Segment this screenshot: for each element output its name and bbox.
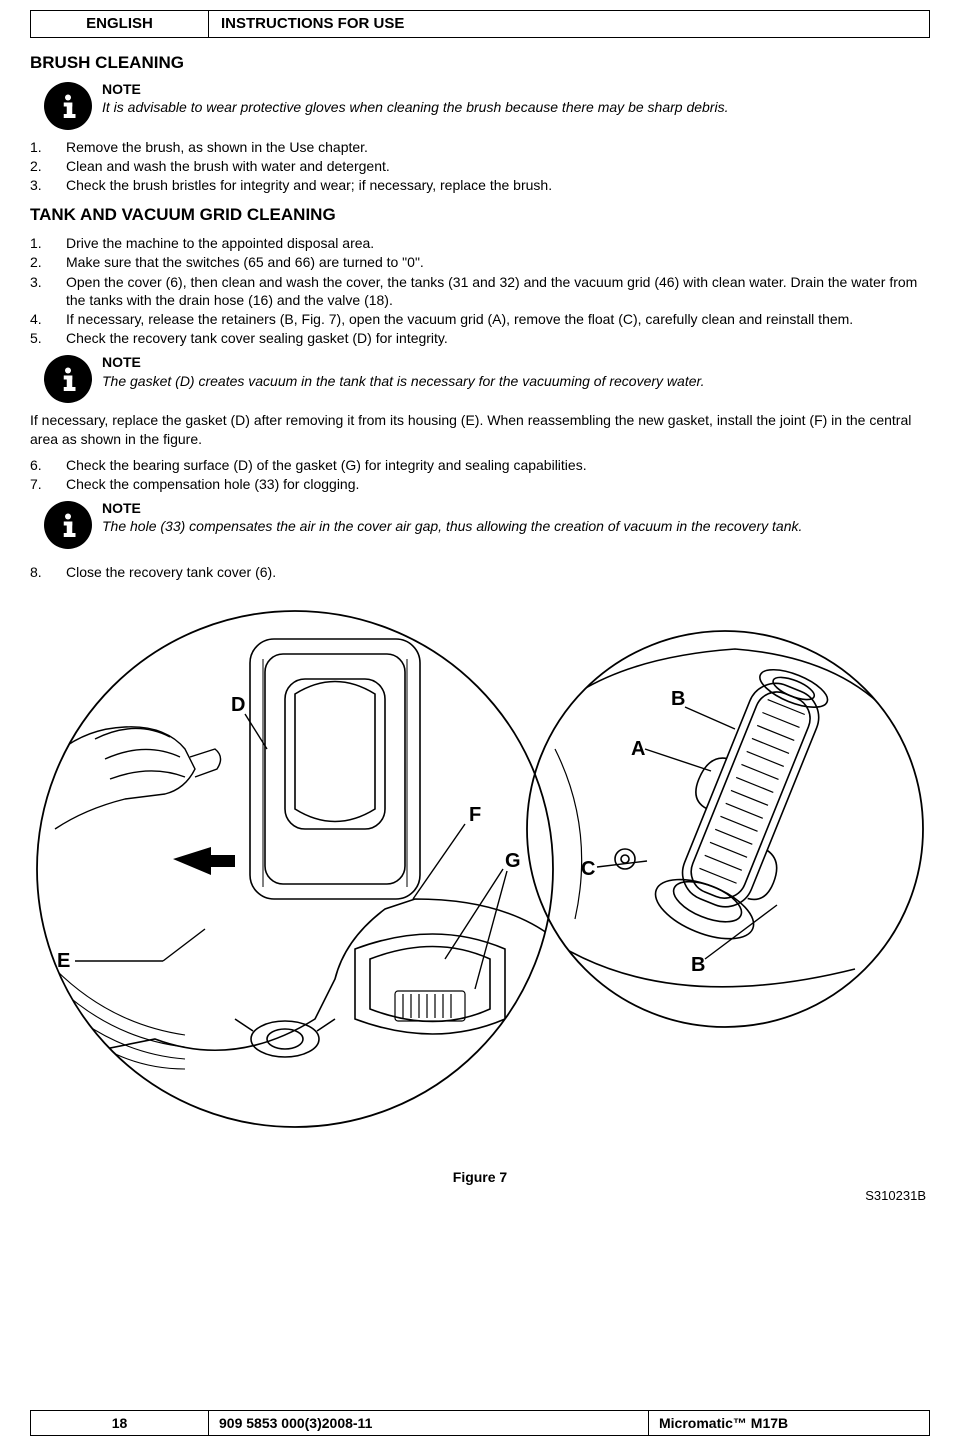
tank-cleaning-steps-a: 1.Drive the machine to the appointed dis…: [30, 234, 930, 347]
list-item: 2.Clean and wash the brush with water an…: [30, 157, 930, 175]
page-footer: 18 909 5853 000(3)2008-11 Micromatic™ M1…: [30, 1410, 930, 1436]
note-label: NOTE: [102, 80, 728, 98]
figure-label-A: A: [631, 738, 645, 760]
figure-label-G: G: [505, 850, 521, 872]
info-icon: [44, 355, 92, 403]
page-header: ENGLISH INSTRUCTIONS FOR USE: [30, 10, 930, 38]
section-tank-cleaning-heading: TANK AND VACUUM GRID CLEANING: [30, 204, 930, 226]
figure-label-B: B: [671, 688, 685, 710]
note-label: NOTE: [102, 499, 802, 517]
figure-diagram: D E F G A B C B: [35, 599, 925, 1159]
figure-label-C: C: [581, 858, 595, 880]
note-body: The hole (33) compensates the air in the…: [102, 517, 802, 535]
list-item: 8.Close the recovery tank cover (6).: [30, 563, 930, 581]
figure-label-F: F: [469, 804, 481, 826]
note-block-1: NOTE It is advisable to wear protective …: [30, 80, 930, 130]
list-item: 5.Check the recovery tank cover sealing …: [30, 329, 930, 347]
footer-page: 18: [31, 1411, 209, 1435]
tank-cleaning-steps-b: 6.Check the bearing surface (D) of the g…: [30, 456, 930, 493]
list-item: 2.Make sure that the switches (65 and 66…: [30, 253, 930, 271]
brush-cleaning-steps: 1.Remove the brush, as shown in the Use …: [30, 138, 930, 195]
figure-label-D: D: [231, 694, 245, 716]
header-language: ENGLISH: [30, 10, 208, 38]
footer-model: Micromatic™ M17B: [649, 1411, 929, 1435]
list-item: 7.Check the compensation hole (33) for c…: [30, 475, 930, 493]
list-item: 1.Remove the brush, as shown in the Use …: [30, 138, 930, 156]
section-brush-cleaning-heading: BRUSH CLEANING: [30, 52, 930, 74]
note-label: NOTE: [102, 353, 705, 371]
note-block-2: NOTE The gasket (D) creates vacuum in th…: [30, 353, 930, 403]
footer-doc: 909 5853 000(3)2008-11: [209, 1411, 649, 1435]
paragraph: If necessary, replace the gasket (D) aft…: [30, 411, 930, 447]
tank-cleaning-steps-c: 8.Close the recovery tank cover (6).: [30, 563, 930, 581]
info-icon: [44, 501, 92, 549]
list-item: 6.Check the bearing surface (D) of the g…: [30, 456, 930, 474]
note-body: It is advisable to wear protective glove…: [102, 98, 728, 116]
figure-caption: Figure 7: [453, 1168, 507, 1186]
figure-label-E: E: [57, 950, 70, 972]
figure-7: D E F G A B C B Figure 7 S310231B: [30, 599, 930, 1204]
figure-label-B2: B: [691, 954, 705, 976]
info-icon: [44, 82, 92, 130]
header-title: INSTRUCTIONS FOR USE: [208, 10, 930, 38]
figure-code: S310231B: [30, 1188, 930, 1205]
list-item: 3.Open the cover (6), then clean and was…: [30, 273, 930, 309]
note-block-3: NOTE The hole (33) compensates the air i…: [30, 499, 930, 549]
note-body: The gasket (D) creates vacuum in the tan…: [102, 372, 705, 390]
list-item: 1.Drive the machine to the appointed dis…: [30, 234, 930, 252]
list-item: 3.Check the brush bristles for integrity…: [30, 176, 930, 194]
list-item: 4.If necessary, release the retainers (B…: [30, 310, 930, 328]
